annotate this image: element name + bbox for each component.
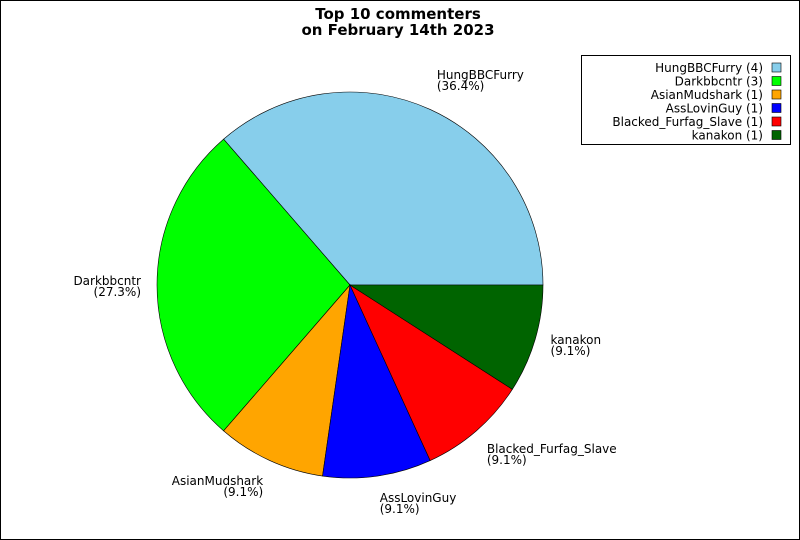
pie-slice bbox=[349, 284, 513, 461]
chart-title: on February 14th 2023 bbox=[301, 21, 494, 39]
pie-slice bbox=[322, 283, 431, 479]
pie-slice bbox=[348, 284, 544, 390]
slice-label: HungBBCFurry bbox=[437, 68, 524, 82]
slice-label: AssLovinGuy bbox=[380, 491, 457, 505]
legend-swatch bbox=[771, 76, 782, 86]
slice-label: Blacked_Furfag_Slave bbox=[487, 442, 617, 456]
slice-label: kanakon bbox=[551, 333, 602, 347]
legend-box bbox=[581, 55, 791, 145]
slice-percent: (9.1%) bbox=[487, 453, 527, 467]
legend-swatch bbox=[771, 116, 782, 127]
slice-percent: (9.1%) bbox=[223, 485, 263, 499]
legend-label: Blacked_Furfag_Slave (1) bbox=[612, 115, 763, 129]
legend-label: AssLovinGuy (1) bbox=[666, 102, 763, 116]
slice-label: Darkbbcntr bbox=[73, 274, 141, 288]
legend-label: AsianMudshark (1) bbox=[651, 88, 763, 102]
pie-slice bbox=[223, 91, 544, 286]
chart-title: Top 10 commenters bbox=[315, 5, 481, 23]
legend-swatch bbox=[771, 103, 782, 113]
slice-percent: (36.4%) bbox=[437, 79, 484, 93]
legend-label: HungBBCFurry (4) bbox=[655, 61, 763, 75]
legend-swatch bbox=[771, 130, 782, 140]
slice-percent: (27.3%) bbox=[94, 285, 141, 299]
legend-label: Darkbbcntr (3) bbox=[675, 75, 763, 89]
slice-percent: (9.1%) bbox=[551, 344, 591, 358]
legend-swatch bbox=[771, 62, 782, 73]
pie-slice bbox=[223, 284, 351, 477]
legend-swatch bbox=[771, 89, 782, 100]
slice-percent: (9.1%) bbox=[380, 502, 420, 516]
legend-label: kanakon (1) bbox=[692, 129, 763, 143]
slice-label: AsianMudshark bbox=[172, 474, 263, 488]
pie-slice bbox=[156, 138, 351, 432]
